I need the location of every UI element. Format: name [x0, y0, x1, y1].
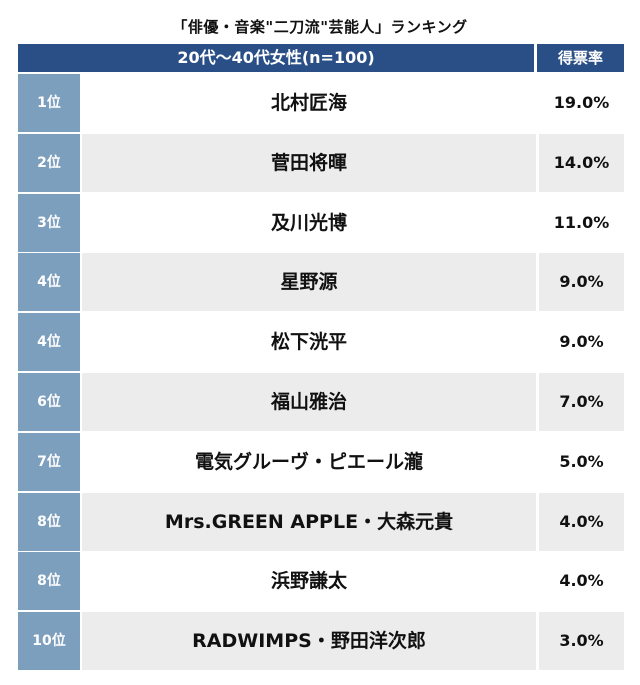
column-header-respondents: 20代〜40代女性(n=100): [18, 44, 534, 72]
vote-rate-value: 14.0%: [539, 133, 624, 192]
artist-name: 北村匠海: [82, 74, 536, 132]
table-row: 7位 電気グルーヴ・ピエール瀧 5.0%: [18, 432, 624, 491]
vote-rate-value: 9.0%: [539, 313, 624, 372]
column-divider: [536, 313, 539, 372]
vote-rate-value: 4.0%: [539, 492, 624, 551]
vote-rate-value: 11.0%: [539, 193, 624, 252]
ranking-table: 1位 北村匠海 19.0% 2位 菅田将暉 14.0% 3位 及川光博 11.0% 4位 星野源 9.…: [18, 74, 624, 672]
column-divider: [536, 612, 539, 671]
rank-label: 8位: [18, 492, 80, 551]
rank-label: 10位: [18, 612, 80, 671]
artist-name: 及川光博: [82, 193, 536, 252]
artist-name: 星野源: [82, 253, 536, 312]
column-header-vote-rate: 得票率: [537, 44, 624, 72]
rank-label: 8位: [18, 552, 80, 611]
rank-label: 6位: [18, 372, 80, 431]
artist-name: Mrs.GREEN APPLE・大森元貴: [82, 492, 536, 551]
rank-label: 1位: [18, 74, 80, 132]
table-row: 10位 RADWIMPS・野田洋次郎 3.0%: [18, 612, 624, 671]
artist-name: 電気グルーヴ・ピエール瀧: [82, 432, 536, 491]
table-row: 1位 北村匠海 19.0%: [18, 74, 624, 132]
table-header: 20代〜40代女性(n=100) 得票率: [18, 44, 624, 72]
rank-label: 2位: [18, 133, 80, 192]
column-divider: [536, 552, 539, 611]
chart-title: 「俳優・音楽"二刀流"芸能人」ランキング: [172, 18, 468, 36]
table-row: 3位 及川光博 11.0%: [18, 193, 624, 252]
table-row: 4位 星野源 9.0%: [18, 253, 624, 312]
artist-name: 松下洸平: [82, 313, 536, 372]
rank-label: 4位: [18, 313, 80, 372]
table-row: 4位 松下洸平 9.0%: [18, 313, 624, 372]
rank-label: 7位: [18, 432, 80, 491]
rank-label: 3位: [18, 193, 80, 252]
artist-name: 福山雅治: [82, 372, 536, 431]
table-row: 8位 Mrs.GREEN APPLE・大森元貴 4.0%: [18, 492, 624, 551]
table-row: 2位 菅田将暉 14.0%: [18, 133, 624, 192]
column-divider: [536, 432, 539, 491]
column-divider: [536, 372, 539, 431]
artist-name: 菅田将暉: [82, 133, 536, 192]
column-divider: [536, 492, 539, 551]
vote-rate-value: 9.0%: [539, 253, 624, 312]
vote-rate-value: 19.0%: [539, 74, 624, 132]
artist-name: RADWIMPS・野田洋次郎: [82, 612, 536, 671]
table-row: 6位 福山雅治 7.0%: [18, 372, 624, 431]
column-divider: [536, 193, 539, 252]
vote-rate-value: 4.0%: [539, 552, 624, 611]
column-divider: [536, 253, 539, 312]
rank-label: 4位: [18, 253, 80, 312]
artist-name: 浜野謙太: [82, 552, 536, 611]
table-row: 8位 浜野謙太 4.0%: [18, 552, 624, 611]
vote-rate-value: 5.0%: [539, 432, 624, 491]
column-divider: [536, 74, 539, 132]
vote-rate-value: 3.0%: [539, 612, 624, 671]
vote-rate-value: 7.0%: [539, 372, 624, 431]
column-divider: [536, 133, 539, 192]
